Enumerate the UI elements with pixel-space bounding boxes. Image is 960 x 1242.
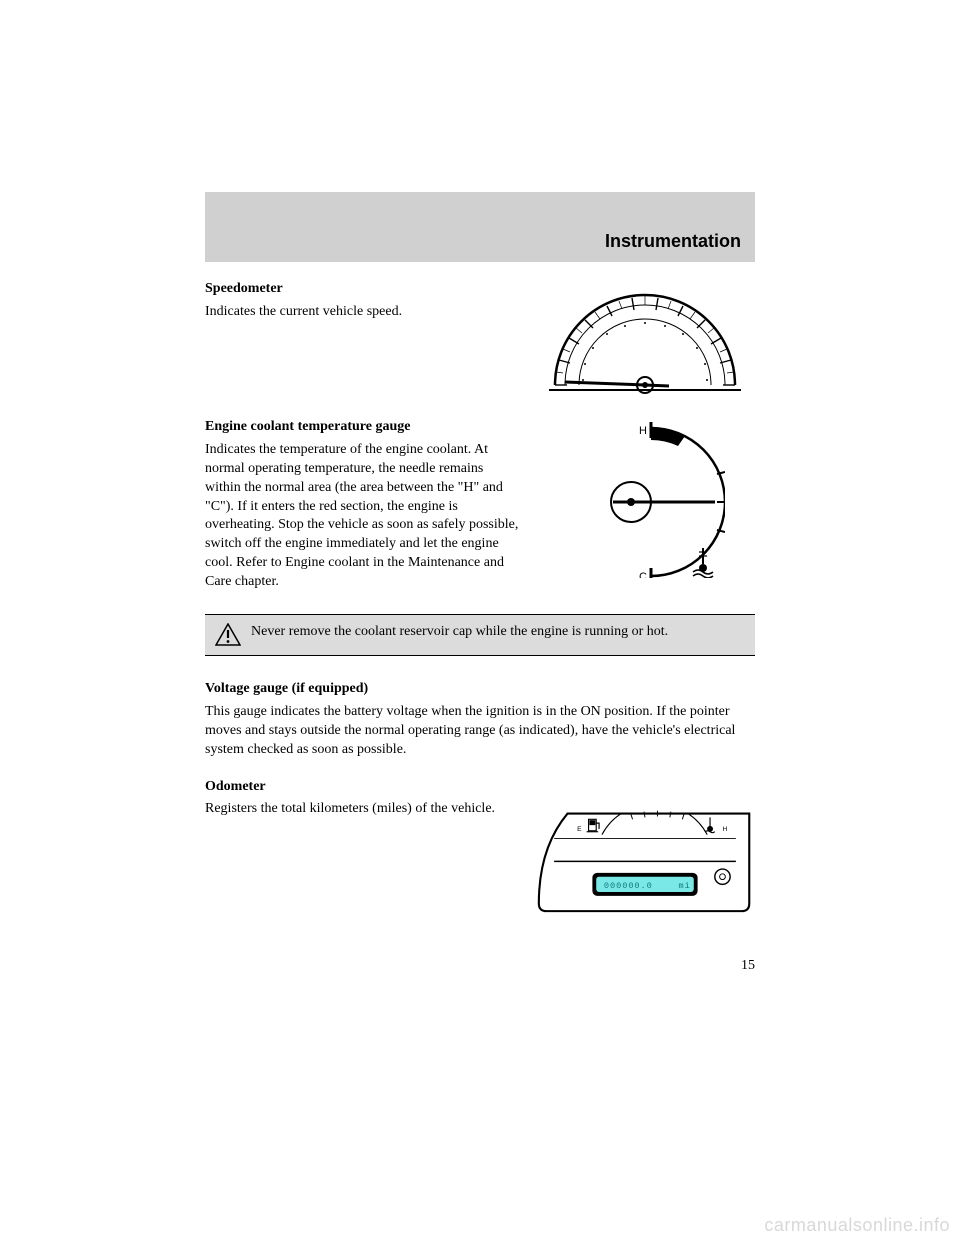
warning-text: Never remove the coolant reservoir cap w… — [251, 623, 668, 642]
speedometer-section: Speedometer Indicates the current vehicl… — [205, 280, 755, 400]
temp-h-label: H — [639, 425, 647, 437]
odometer-body: Registers the total kilometers (miles) o… — [205, 800, 519, 819]
speedometer-heading: Speedometer — [205, 280, 519, 299]
speedometer-body: Indicates the current vehicle speed. — [205, 303, 519, 322]
odometer-heading: Odometer — [205, 778, 519, 797]
temp-c-label: C — [639, 571, 647, 578]
coolant-heading: Engine coolant temperature gauge — [205, 418, 519, 437]
odometer-cluster-icon: E H 000000.0 mi — [535, 778, 755, 918]
temp-right-label: H — [722, 825, 727, 832]
chapter-title: Instrumentation — [605, 231, 741, 252]
odometer-readout: 000000.0 — [604, 881, 653, 891]
temperature-gauge-icon: H C — [565, 418, 725, 578]
warning-callout: Never remove the coolant reservoir cap w… — [205, 614, 755, 656]
fuel-e-label: E — [577, 825, 582, 832]
coolant-body: Indicates the temperature of the engine … — [205, 441, 519, 592]
chapter-header: Instrumentation — [205, 192, 755, 262]
odometer-section: Odometer Registers the total kilometers … — [205, 778, 755, 918]
speedometer-gauge-icon — [535, 280, 755, 400]
odometer-unit: mi — [678, 881, 690, 891]
speedometer-figure — [535, 280, 755, 400]
voltage-body: This gauge indicates the battery voltage… — [205, 703, 755, 760]
warning-triangle-icon — [215, 623, 241, 647]
odometer-figure: E H 000000.0 mi — [535, 778, 755, 918]
voltage-heading: Voltage gauge (if equipped) — [205, 680, 755, 699]
watermark: carmanualsonline.info — [764, 1215, 950, 1236]
coolant-figure: H C — [535, 418, 755, 598]
page-number: 15 — [205, 958, 755, 974]
coolant-section: Engine coolant temperature gauge Indicat… — [205, 418, 755, 598]
voltage-section: Voltage gauge (if equipped) This gauge i… — [205, 680, 755, 760]
